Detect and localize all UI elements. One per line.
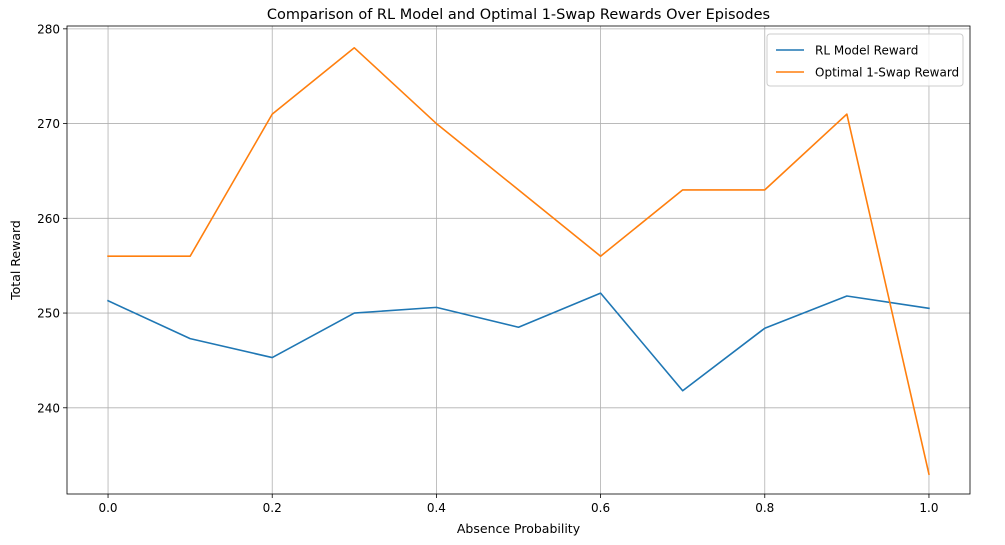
grid-layer [67, 26, 970, 494]
x-tick-label: 0.8 [755, 501, 774, 515]
x-tick-label: 0.6 [591, 501, 610, 515]
y-tick-label: 270 [37, 117, 60, 131]
y-tick-label: 280 [37, 22, 60, 36]
x-tick-label: 1.0 [919, 501, 938, 515]
y-tick-label: 240 [37, 401, 60, 415]
legend-label-rl-model: RL Model Reward [815, 44, 918, 58]
y-tick-label: 260 [37, 212, 60, 226]
y-tick-label: 250 [37, 307, 60, 321]
x-tick-label: 0.4 [427, 501, 446, 515]
x-tick-label: 0.0 [98, 501, 117, 515]
y-axis-label: Total Reward [8, 220, 23, 301]
x-axis-label: Absence Probability [457, 521, 581, 536]
x-tick-label: 0.2 [263, 501, 282, 515]
legend: RL Model Reward Optimal 1-Swap Reward [766, 33, 964, 87]
series-layer [106, 46, 930, 476]
chart-title: Comparison of RL Model and Optimal 1-Swa… [267, 7, 770, 23]
legend-label-optimal-1-swap: Optimal 1-Swap Reward [815, 66, 959, 80]
series-line-optimal-1-swap [107, 46, 930, 476]
series-line-rl-model [106, 292, 930, 392]
plot-frame [66, 25, 971, 495]
tick-layer: 0.0 0.2 0.4 0.6 0.8 1.0 240 250 260 270 280 [37, 22, 938, 515]
legend-box [766, 33, 964, 87]
